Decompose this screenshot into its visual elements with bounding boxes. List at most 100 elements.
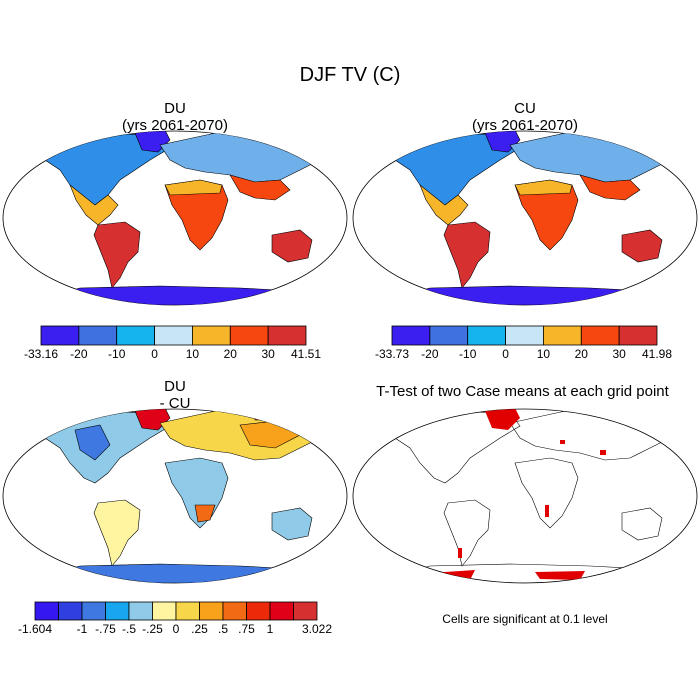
colorbar-swatch — [78, 325, 118, 346]
coast-africa — [514, 457, 579, 529]
colorbar-tick-label: .5 — [217, 622, 229, 636]
colorbar-du-labels: -33.16 -20 -10 0 10 20 30 41.51 — [24, 347, 321, 363]
colorbar-cu-labels: -33.73 -20 -10 0 10 20 30 41.98 — [375, 347, 672, 363]
colorbar-du — [40, 325, 307, 346]
colorbar-swatch — [105, 601, 130, 621]
colorbar-swatch — [246, 601, 271, 621]
colorbar-swatch — [505, 325, 544, 346]
colorbar-swatch — [175, 601, 200, 621]
colorbar-diff-labels: -1.604 -1 -.75 -.5 -.25 0 .25 .5 .75 1 3.022 — [18, 622, 332, 638]
colorbar-tick-label: -20 — [70, 347, 88, 361]
significance-note: Cells are significant at 0.1 level — [442, 612, 608, 626]
sig-cell-sam — [458, 548, 462, 558]
colorbar-swatch — [40, 325, 80, 346]
colorbar-tick-label: .75 — [238, 622, 255, 636]
colorbar-tick-label: -20 — [421, 347, 439, 361]
panel-title-cu: CU (yrs 2061-2070) — [370, 100, 680, 134]
land-asia-south — [579, 174, 641, 201]
colorbar-tick-label: 30 — [612, 347, 626, 361]
colorbar-tick-label: 0 — [151, 347, 158, 361]
colorbar-cu — [391, 325, 658, 346]
colorbar-tick-label: -.75 — [95, 622, 116, 636]
panel-title-cu-years: (yrs 2061-2070) — [472, 117, 578, 134]
sig-cell-asia-2 — [600, 450, 606, 455]
colorbar-tick-label: -.25 — [142, 622, 163, 636]
colorbar-swatch — [267, 325, 307, 346]
land-africa-south — [194, 504, 216, 523]
sig-cell-asia-1 — [560, 440, 565, 444]
colorbar-swatch — [543, 325, 582, 346]
sig-antarctica-2 — [535, 571, 585, 580]
colorbar-tick-label: 20 — [574, 347, 588, 361]
panel-title-du-years: (yrs 2061-2070) — [122, 117, 228, 134]
land-africa-north — [514, 179, 573, 196]
colorbar-swatch — [229, 325, 269, 346]
coast-australia — [621, 507, 663, 541]
panel-title-cu-name: CU — [514, 100, 536, 117]
colorbar-tick-label: 10 — [536, 347, 551, 361]
colorbar-tick-label: -33.73 — [374, 347, 410, 361]
colorbar-tick-label: 20 — [223, 347, 237, 361]
land-africa-north — [164, 179, 223, 196]
colorbar-tick-label: 0 — [172, 622, 180, 636]
colorbar-cu-swatches — [391, 325, 658, 346]
panel-title-du-name: DU — [164, 100, 186, 117]
colorbar-tick-label: 41.51 — [290, 347, 322, 361]
panel-title-diff-sub: - CU — [159, 395, 191, 412]
colorbar-swatch — [467, 325, 506, 346]
panel-title-diff-name: DU — [164, 378, 186, 395]
colorbar-swatch — [154, 325, 193, 346]
land-australia — [621, 229, 663, 263]
colorbar-swatch — [618, 325, 658, 346]
colorbar-tick-label: 41.98 — [641, 347, 673, 361]
colorbar-tick-label: -10 — [459, 347, 477, 361]
land-north-america-anomaly — [74, 424, 111, 461]
panel-title-du: DU (yrs 2061-2070) — [20, 100, 330, 134]
land-australia — [271, 229, 313, 263]
colorbar-tick-label: 30 — [261, 347, 275, 361]
colorbar-swatch — [293, 601, 318, 621]
land-north-america-south — [419, 184, 469, 226]
coast-north-america — [389, 411, 521, 484]
colorbar-swatch — [34, 601, 59, 621]
panel-title-ttest: T-Test of two Case means at each grid po… — [376, 383, 669, 400]
colorbar-diff — [34, 601, 318, 621]
land-asia-south — [229, 174, 291, 201]
colorbar-tick-label: -1 — [76, 622, 88, 636]
colorbar-tick-label: -.5 — [121, 622, 137, 636]
sig-greenland — [485, 409, 520, 430]
sig-cell-africa — [545, 505, 549, 517]
land-south-america — [443, 221, 491, 289]
coast-south-america — [443, 499, 491, 567]
colorbar-tick-label: -33.16 — [23, 347, 59, 361]
land-south-america — [93, 221, 141, 289]
colorbar-swatch — [192, 325, 231, 346]
land-south-america — [93, 499, 141, 567]
colorbar-swatch — [116, 325, 155, 346]
colorbar-swatch — [391, 325, 431, 346]
colorbar-tick-label: .25 — [191, 622, 208, 636]
colorbar-tick-label: 0 — [502, 347, 509, 361]
colorbar-swatch — [580, 325, 620, 346]
colorbar-tick-label: 1 — [266, 622, 274, 636]
sig-antarctica — [430, 570, 475, 582]
colorbar-swatch — [199, 601, 224, 621]
land-australia — [271, 507, 313, 541]
colorbar-swatch — [58, 601, 83, 621]
colorbar-swatch — [429, 325, 469, 346]
colorbar-swatch — [269, 601, 294, 621]
colorbar-tick-label: -10 — [108, 347, 126, 361]
colorbar-swatch — [128, 601, 153, 621]
colorbar-tick-label: 3.022 — [301, 622, 333, 636]
colorbar-tick-label: -1.604 — [17, 622, 53, 636]
colorbar-diff-swatches — [34, 601, 318, 621]
colorbar-du-swatches — [40, 325, 307, 346]
colorbar-swatch — [222, 601, 247, 621]
colorbar-tick-label: 10 — [185, 347, 200, 361]
colorbar-swatch — [152, 601, 177, 621]
land-north-america-south — [69, 184, 119, 226]
